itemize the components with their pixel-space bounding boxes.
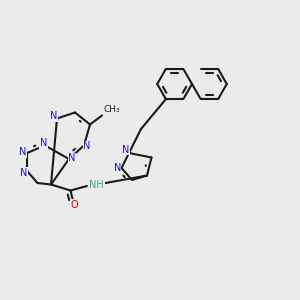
Text: N: N	[19, 147, 26, 157]
Text: N: N	[83, 141, 91, 151]
Text: N: N	[114, 163, 121, 173]
Text: NH: NH	[89, 179, 104, 190]
Text: N: N	[122, 145, 130, 155]
Text: N: N	[68, 153, 76, 163]
Text: N: N	[40, 138, 47, 148]
Text: O: O	[70, 200, 78, 210]
Text: N: N	[50, 111, 57, 121]
Text: CH₃: CH₃	[103, 105, 120, 114]
Text: N: N	[20, 167, 28, 178]
